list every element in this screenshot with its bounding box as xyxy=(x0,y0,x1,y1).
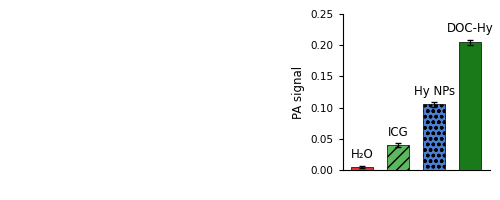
Text: Hy NPs: Hy NPs xyxy=(414,85,455,98)
Y-axis label: PA signal: PA signal xyxy=(292,65,305,119)
Bar xyxy=(352,167,373,170)
Bar xyxy=(424,104,445,170)
Text: H₂O: H₂O xyxy=(351,148,374,161)
Text: ICG: ICG xyxy=(388,126,408,139)
Bar xyxy=(460,42,481,170)
Bar xyxy=(388,145,409,170)
Text: DOC-Hy: DOC-Hy xyxy=(447,22,494,35)
